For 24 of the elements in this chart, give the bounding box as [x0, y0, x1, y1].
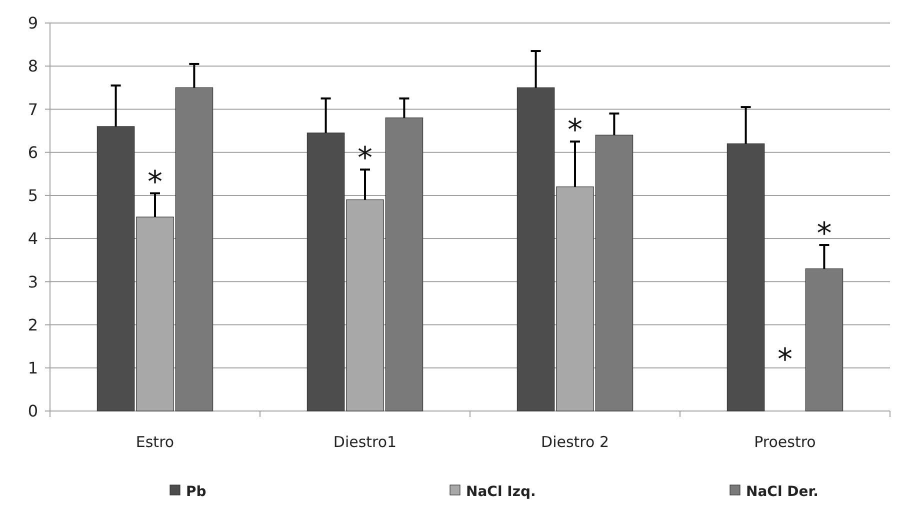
x-tick-label: Estro — [136, 433, 174, 451]
y-tick-label: 6 — [28, 142, 38, 162]
y-tick-label: 5 — [28, 186, 38, 206]
data-label: * — [148, 164, 162, 200]
y-tick-label: 3 — [28, 272, 38, 292]
y-tick-label: 9 — [28, 14, 38, 33]
y-tick-label: 2 — [28, 315, 38, 334]
x-tick-label: Diestro 2 — [541, 433, 609, 451]
text: * — [778, 342, 792, 378]
y-tick-label: 7 — [28, 100, 38, 119]
y-tick-label: 1 — [28, 358, 38, 378]
y-tick-label: 4 — [28, 229, 38, 248]
y-tick-label: 0 — [28, 402, 38, 421]
bar — [805, 268, 844, 412]
data-label: * — [816, 216, 832, 252]
legend-label: Pb — [186, 484, 206, 500]
data-label: * — [568, 113, 582, 148]
x-tick-label: Proestro — [754, 433, 816, 451]
data-label: * — [358, 141, 372, 176]
legend-label: NaCl Izq. — [466, 484, 536, 500]
y-tick-label: 8 — [28, 56, 38, 76]
x-tick-label: Diestro1 — [333, 433, 397, 451]
legend-label: NaCl Der. — [746, 484, 818, 500]
bar — [726, 143, 765, 412]
